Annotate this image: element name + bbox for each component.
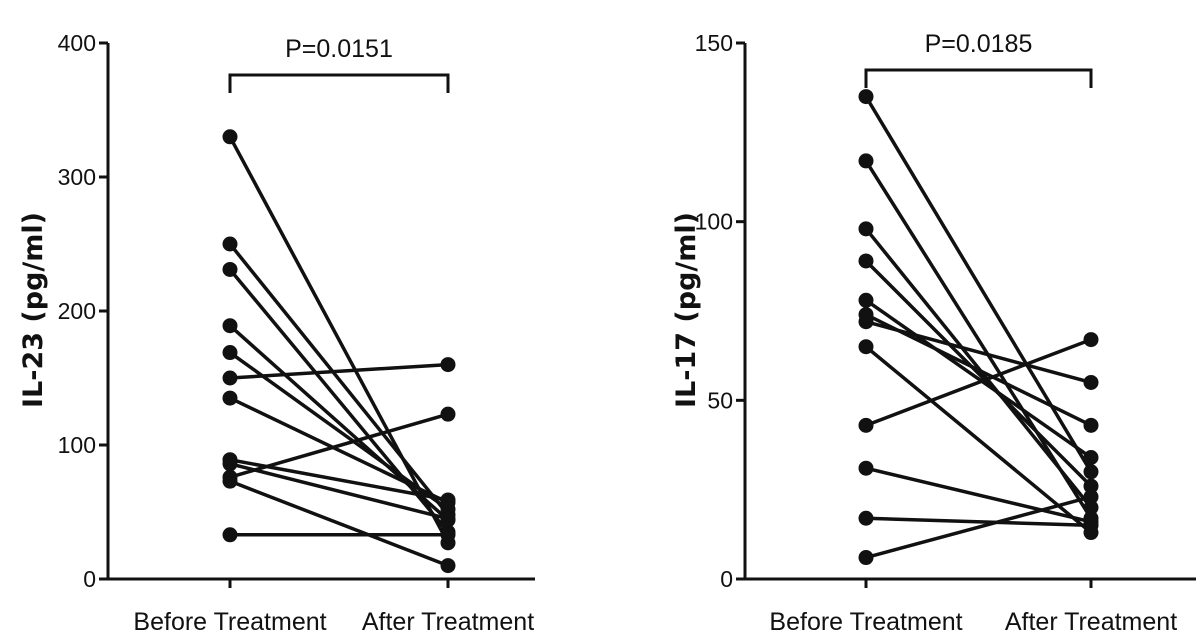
data-point-before	[222, 370, 238, 386]
y-tick-label: 150	[695, 30, 733, 56]
series-line	[228, 135, 450, 544]
significance-bracket	[864, 68, 1093, 88]
data-point-before	[222, 261, 238, 277]
series-line	[229, 479, 449, 568]
series-line	[228, 324, 450, 522]
data-point-before	[858, 510, 874, 526]
data-point-before	[858, 314, 874, 330]
x-tick-label: After Treatment	[1005, 608, 1177, 636]
data-point-after	[440, 558, 456, 574]
data-point-after	[1083, 478, 1099, 494]
data-point-before	[222, 473, 238, 489]
series-line	[865, 337, 1092, 427]
x-tick-label: Before Treatment	[769, 608, 962, 636]
series-line	[864, 95, 1093, 473]
y-tick-label: 400	[58, 30, 96, 56]
series-line	[865, 320, 1092, 385]
y-tick-label: 50	[707, 387, 733, 413]
series-line	[864, 345, 1093, 534]
y-tick-label: 100	[58, 432, 96, 458]
data-point-before	[222, 527, 238, 543]
series-line	[228, 242, 450, 516]
data-point-before	[858, 550, 874, 566]
data-point-after	[440, 527, 456, 543]
data-point-after	[1083, 450, 1099, 466]
data-point-before	[858, 460, 874, 476]
data-point-before	[858, 89, 874, 105]
data-point-after	[1083, 464, 1099, 480]
data-point-before	[858, 417, 874, 433]
data-point-after	[1083, 332, 1099, 348]
y-tick-label: 100	[695, 209, 733, 235]
y-tick-label: 300	[58, 164, 96, 190]
data-point-after	[1083, 489, 1099, 505]
data-point-before	[858, 339, 874, 355]
il23-panel: 0 100 200 300 400 Before Treatment After Treat…	[18, 30, 535, 636]
data-point-before	[858, 292, 874, 308]
y-axis-title: IL-17 (pg/ml)	[671, 212, 702, 408]
y-tick-label: 0	[83, 566, 96, 592]
series-line	[229, 412, 449, 479]
y-tick-label: 0	[720, 566, 733, 592]
y-tick-label: 200	[58, 298, 96, 324]
data-point-before	[222, 236, 238, 252]
data-point-before	[858, 221, 874, 237]
series-line	[864, 298, 1093, 459]
p-value-label: P=0.0185	[925, 30, 1033, 58]
series-line	[229, 462, 449, 521]
series-line	[865, 466, 1092, 524]
data-point-after	[1083, 500, 1099, 516]
data-point-before	[222, 129, 238, 145]
data-point-before	[222, 318, 238, 334]
data-point-after	[440, 406, 456, 422]
data-point-before	[222, 390, 238, 406]
x-tick-label: After Treatment	[362, 608, 534, 636]
data-point-before	[858, 153, 874, 169]
data-point-after	[440, 357, 456, 373]
series-line	[865, 516, 1092, 528]
y-axis-title: IL-23 (pg/ml)	[18, 212, 49, 408]
p-value-label: P=0.0151	[285, 35, 393, 63]
series-line	[228, 351, 450, 511]
il17-panel: 0 50 100 150 Before Treatment After Treatment…	[671, 30, 1196, 636]
x-tick-label: Before Treatment	[133, 608, 326, 636]
data-point-after	[1083, 517, 1099, 533]
series-line	[229, 362, 449, 380]
series-line	[865, 495, 1092, 560]
data-point-after	[440, 492, 456, 508]
data-point-after	[440, 511, 456, 527]
series-line	[229, 396, 449, 505]
data-point-after	[1083, 417, 1099, 433]
data-point-after	[1083, 374, 1099, 390]
data-point-before	[222, 345, 238, 361]
series-line	[864, 259, 1093, 488]
data-point-before	[858, 253, 874, 269]
data-point-before	[222, 456, 238, 472]
significance-bracket	[228, 73, 450, 93]
